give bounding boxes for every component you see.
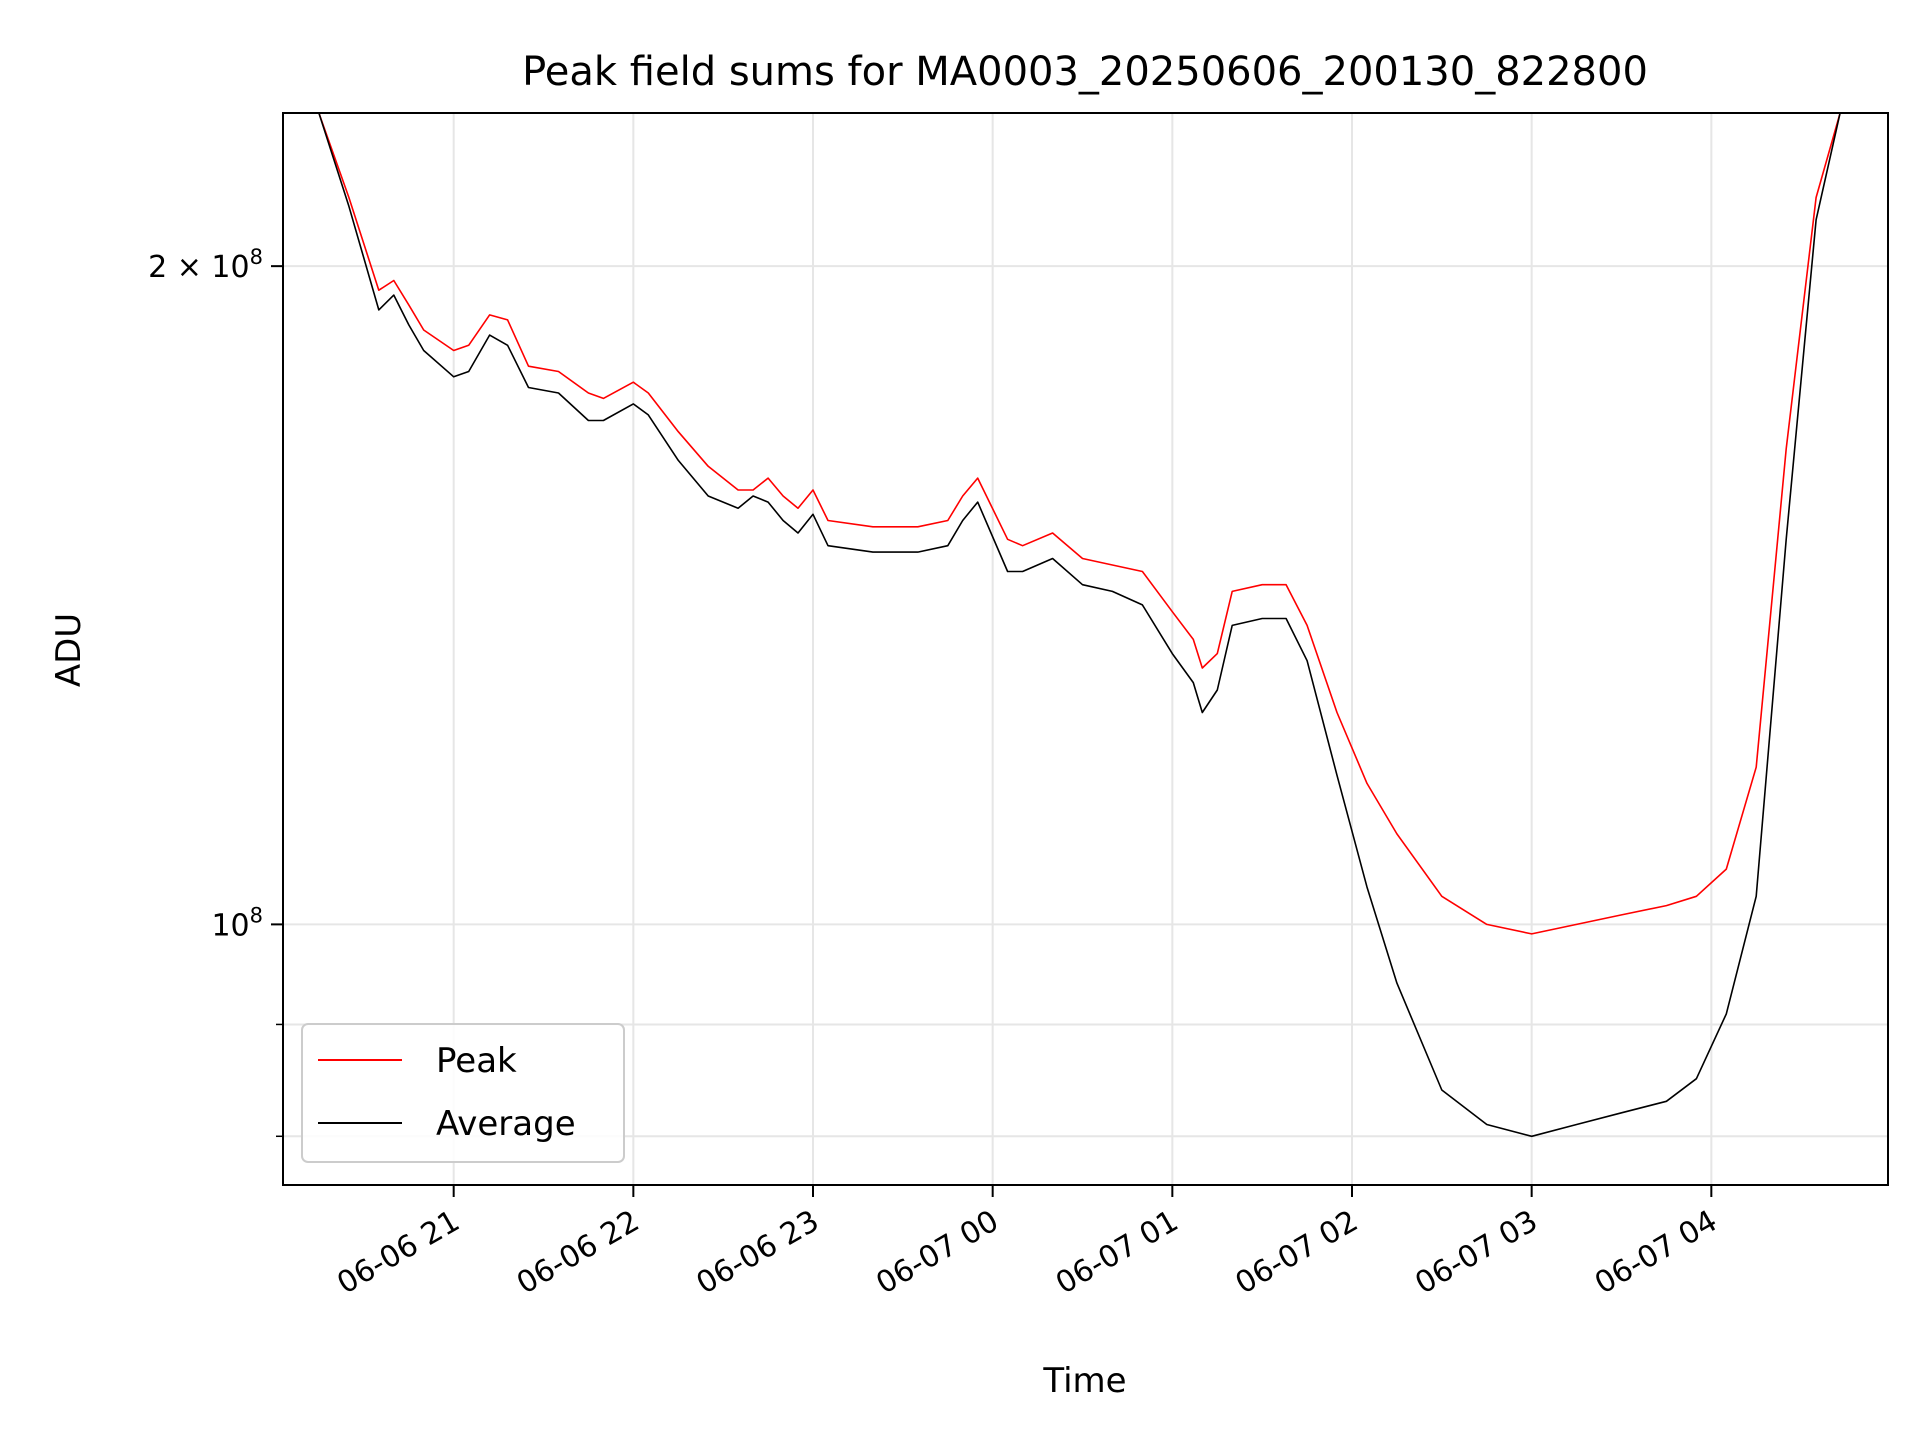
y-tick-label: 2 × 108 xyxy=(148,245,263,285)
x-tick-label: 06-06 21 xyxy=(331,1204,465,1302)
x-tick-label: 06-07 03 xyxy=(1409,1204,1543,1302)
legend: Peak Average xyxy=(301,1023,625,1163)
series-layer xyxy=(318,113,1841,1138)
legend-box xyxy=(301,1023,625,1163)
legend-label-average: Average xyxy=(436,1104,576,1144)
y-tick-label: 108 xyxy=(211,903,263,943)
x-tick-label: 06-06 23 xyxy=(691,1204,825,1302)
series-line-average xyxy=(318,113,1841,1138)
chart-title: Peak field sums for MA0003_20250606_2001… xyxy=(522,49,1648,95)
series-line-peak xyxy=(318,113,1841,935)
x-tick-label: 06-07 00 xyxy=(870,1204,1004,1302)
x-tick-label: 06-06 22 xyxy=(511,1204,645,1302)
plot-frame xyxy=(282,112,1889,1186)
x-tick-label: 06-07 01 xyxy=(1050,1204,1184,1302)
x-tick-label: 06-07 02 xyxy=(1230,1204,1364,1302)
x-axis-label: Time xyxy=(1042,1361,1126,1401)
x-tick-label: 06-07 04 xyxy=(1589,1204,1723,1302)
legend-label-peak: Peak xyxy=(436,1041,517,1081)
y-axis-label: ADU xyxy=(49,613,89,687)
